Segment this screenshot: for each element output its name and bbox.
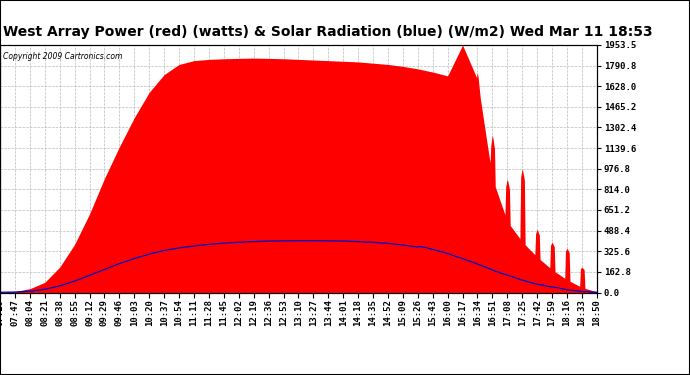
Text: Copyright 2009 Cartronics.com: Copyright 2009 Cartronics.com — [3, 52, 123, 61]
Text: West Array Power (red) (watts) & Solar Radiation (blue) (W/m2) Wed Mar 11 18:53: West Array Power (red) (watts) & Solar R… — [3, 26, 653, 39]
